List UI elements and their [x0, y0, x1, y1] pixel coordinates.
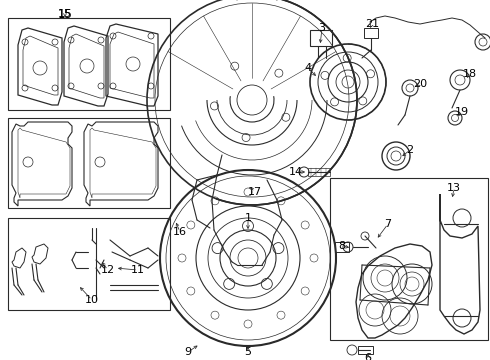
Bar [8, 118, 170, 208]
Text: 13: 13 [447, 183, 461, 193]
Text: 17: 17 [248, 187, 262, 197]
Text: 12: 12 [101, 265, 115, 275]
Text: 11: 11 [131, 265, 145, 275]
Bar [335, 242, 349, 252]
Bar [308, 168, 330, 176]
Text: 2: 2 [406, 145, 414, 155]
Text: 5: 5 [245, 347, 251, 357]
Bar [330, 178, 488, 340]
Text: 19: 19 [455, 107, 469, 117]
Bar [8, 218, 170, 310]
Text: 15: 15 [58, 9, 72, 19]
Bar [310, 30, 332, 46]
Bar [8, 18, 170, 110]
Text: 21: 21 [365, 19, 379, 29]
Bar [358, 346, 373, 354]
Text: 20: 20 [413, 79, 427, 89]
Text: 4: 4 [304, 63, 312, 73]
Text: 1: 1 [245, 213, 251, 223]
Text: 7: 7 [385, 219, 392, 229]
Text: 8: 8 [339, 241, 345, 251]
Text: 3: 3 [318, 23, 325, 33]
Text: 15: 15 [57, 8, 73, 21]
Text: 18: 18 [463, 69, 477, 79]
Text: 9: 9 [184, 347, 192, 357]
Text: 14: 14 [289, 167, 303, 177]
Bar [364, 28, 378, 38]
Text: 16: 16 [173, 227, 187, 237]
Text: 10: 10 [85, 295, 99, 305]
Text: 6: 6 [365, 353, 371, 360]
